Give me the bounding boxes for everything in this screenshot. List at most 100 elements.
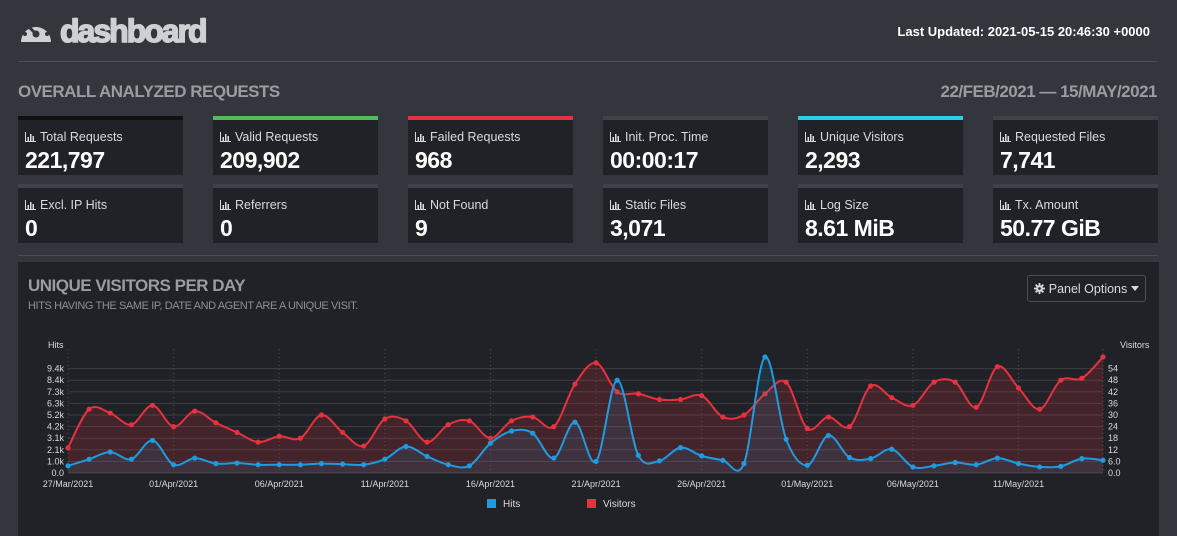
- data-point-hits: [1015, 461, 1022, 467]
- right-tick-label: 6.0: [1108, 456, 1121, 466]
- left-tick-label: 3.1k: [47, 433, 65, 443]
- right-tick-label: 54: [1108, 364, 1118, 374]
- data-point-visitors: [1079, 375, 1085, 381]
- metric-label-text: Init. Proc. Time: [625, 130, 709, 144]
- gear-icon: [1033, 283, 1045, 294]
- metric-label-text: Excl. IP Hits: [40, 198, 108, 212]
- data-point-visitors: [128, 422, 134, 428]
- data-point-hits: [276, 462, 282, 468]
- data-point-hits: [973, 462, 979, 468]
- x-tick-label: 01/Apr/2021: [149, 479, 198, 489]
- data-point-visitors: [910, 402, 916, 408]
- data-point-visitors: [1015, 385, 1022, 391]
- data-point-visitors: [1100, 354, 1106, 360]
- x-tick-label: 01/May/2021: [781, 479, 833, 489]
- last-updated-value: 2021-05-15 20:46:30 +0000: [987, 24, 1150, 39]
- data-point-hits: [508, 428, 515, 434]
- logo-text: dashboard: [59, 13, 208, 49]
- data-point-hits: [1037, 464, 1043, 470]
- panel-title: UNIQUE VISITORS PER DAY: [28, 276, 246, 295]
- overview-title: OVERALL ANALYZED REQUESTS: [18, 82, 280, 101]
- bar-chart-icon: [805, 200, 816, 210]
- data-point-hits: [1058, 463, 1064, 469]
- data-point-visitors: [149, 402, 156, 408]
- left-tick-label: 4.2k: [47, 422, 65, 432]
- visitors-chart: Hits Visitors 0.0 1.0k2.1k 3.1k4.2k 5.2k 6.3k7…: [43, 340, 1150, 510]
- data-point-visitors: [508, 418, 515, 424]
- metric-card: Log Size 8.61 MiB: [798, 184, 963, 243]
- data-point-visitors: [466, 418, 472, 424]
- data-point-hits: [530, 430, 536, 436]
- metric-label: Log Size: [805, 198, 869, 212]
- metric-value: 0: [220, 215, 233, 241]
- metric-card: Unique Visitors 2,293: [798, 116, 963, 175]
- data-point-visitors: [213, 420, 219, 426]
- data-point-visitors: [889, 395, 895, 401]
- series-area-hits: [68, 356, 1103, 473]
- bar-chart-icon: [415, 132, 426, 142]
- metric-value: 221,797: [25, 147, 105, 173]
- data-point-visitors: [1037, 406, 1043, 412]
- metric-card: Not Found 9: [408, 184, 573, 243]
- data-point-visitors: [403, 418, 409, 424]
- data-point-visitors: [931, 379, 937, 385]
- data-point-hits: [171, 462, 177, 468]
- logo[interactable]: dashboard: [18, 13, 208, 49]
- metric-label-text: Not Found: [430, 198, 489, 212]
- metric-label: Not Found: [415, 198, 488, 212]
- data-point-visitors: [973, 404, 979, 410]
- visitors-panel: UNIQUE VISITORS PER DAY HITS HAVING THE …: [18, 262, 1159, 536]
- left-tick-label: 7.3k: [47, 387, 65, 397]
- metric-label: Referrers: [220, 198, 287, 212]
- right-tick-label: 30: [1108, 410, 1118, 420]
- data-point-hits: [65, 463, 71, 469]
- data-point-hits: [614, 377, 620, 383]
- metric-label: Excl. IP Hits: [25, 198, 107, 212]
- data-point-visitors: [635, 391, 641, 397]
- metric-value: 8.61 MiB: [805, 215, 895, 241]
- metric-label-text: Log Size: [820, 198, 869, 212]
- metric-label: Requested Files: [1000, 130, 1105, 144]
- data-point-hits: [825, 432, 832, 439]
- metric-label-text: Referrers: [235, 198, 288, 212]
- left-tick-label: 1.0k: [47, 456, 65, 466]
- data-point-hits: [868, 456, 874, 462]
- bar-chart-icon: [220, 200, 231, 210]
- metric-label-text: Failed Requests: [430, 130, 521, 144]
- metric-label: Unique Visitors: [805, 130, 904, 144]
- right-tick-label: 36: [1108, 398, 1118, 408]
- data-point-visitors: [255, 439, 261, 445]
- data-point-visitors: [804, 425, 810, 432]
- data-point-visitors: [825, 414, 832, 420]
- metric-label-text: Valid Requests: [235, 130, 319, 144]
- divider: [18, 255, 1157, 256]
- data-point-visitors: [171, 424, 177, 430]
- metric-label: Static Files: [610, 198, 686, 212]
- metric-value: 7,741: [1000, 147, 1056, 173]
- metric-value: 9: [415, 215, 428, 241]
- data-point-visitors: [762, 391, 768, 397]
- panel-options-button[interactable]: Panel Options: [1027, 275, 1146, 302]
- data-point-visitors: [318, 412, 325, 418]
- data-point-hits: [572, 419, 578, 425]
- data-point-hits: [804, 462, 810, 468]
- data-point-visitors: [487, 435, 494, 441]
- data-point-hits: [783, 436, 789, 442]
- metric-value: 0: [25, 215, 38, 241]
- data-point-hits: [424, 453, 430, 460]
- data-point-hits: [889, 446, 895, 452]
- metric-label: Total Requests: [25, 130, 123, 144]
- panel-subtitle: HITS HAVING THE SAME IP, DATE AND AGENT …: [28, 300, 358, 312]
- data-point-hits: [593, 458, 599, 464]
- right-axis-label: Visitors: [1120, 340, 1150, 350]
- data-point-visitors: [86, 406, 92, 412]
- bar-chart-icon: [25, 200, 36, 210]
- x-tick-label: 11/May/2021: [993, 479, 1044, 489]
- legend-label-hits: Hits: [503, 499, 520, 510]
- data-point-visitors: [699, 393, 705, 399]
- data-point-hits: [361, 462, 367, 468]
- metric-label: Valid Requests: [220, 130, 318, 144]
- data-point-visitors: [297, 435, 303, 441]
- last-updated-label: Last Updated:: [897, 24, 985, 39]
- data-point-visitors: [445, 422, 451, 428]
